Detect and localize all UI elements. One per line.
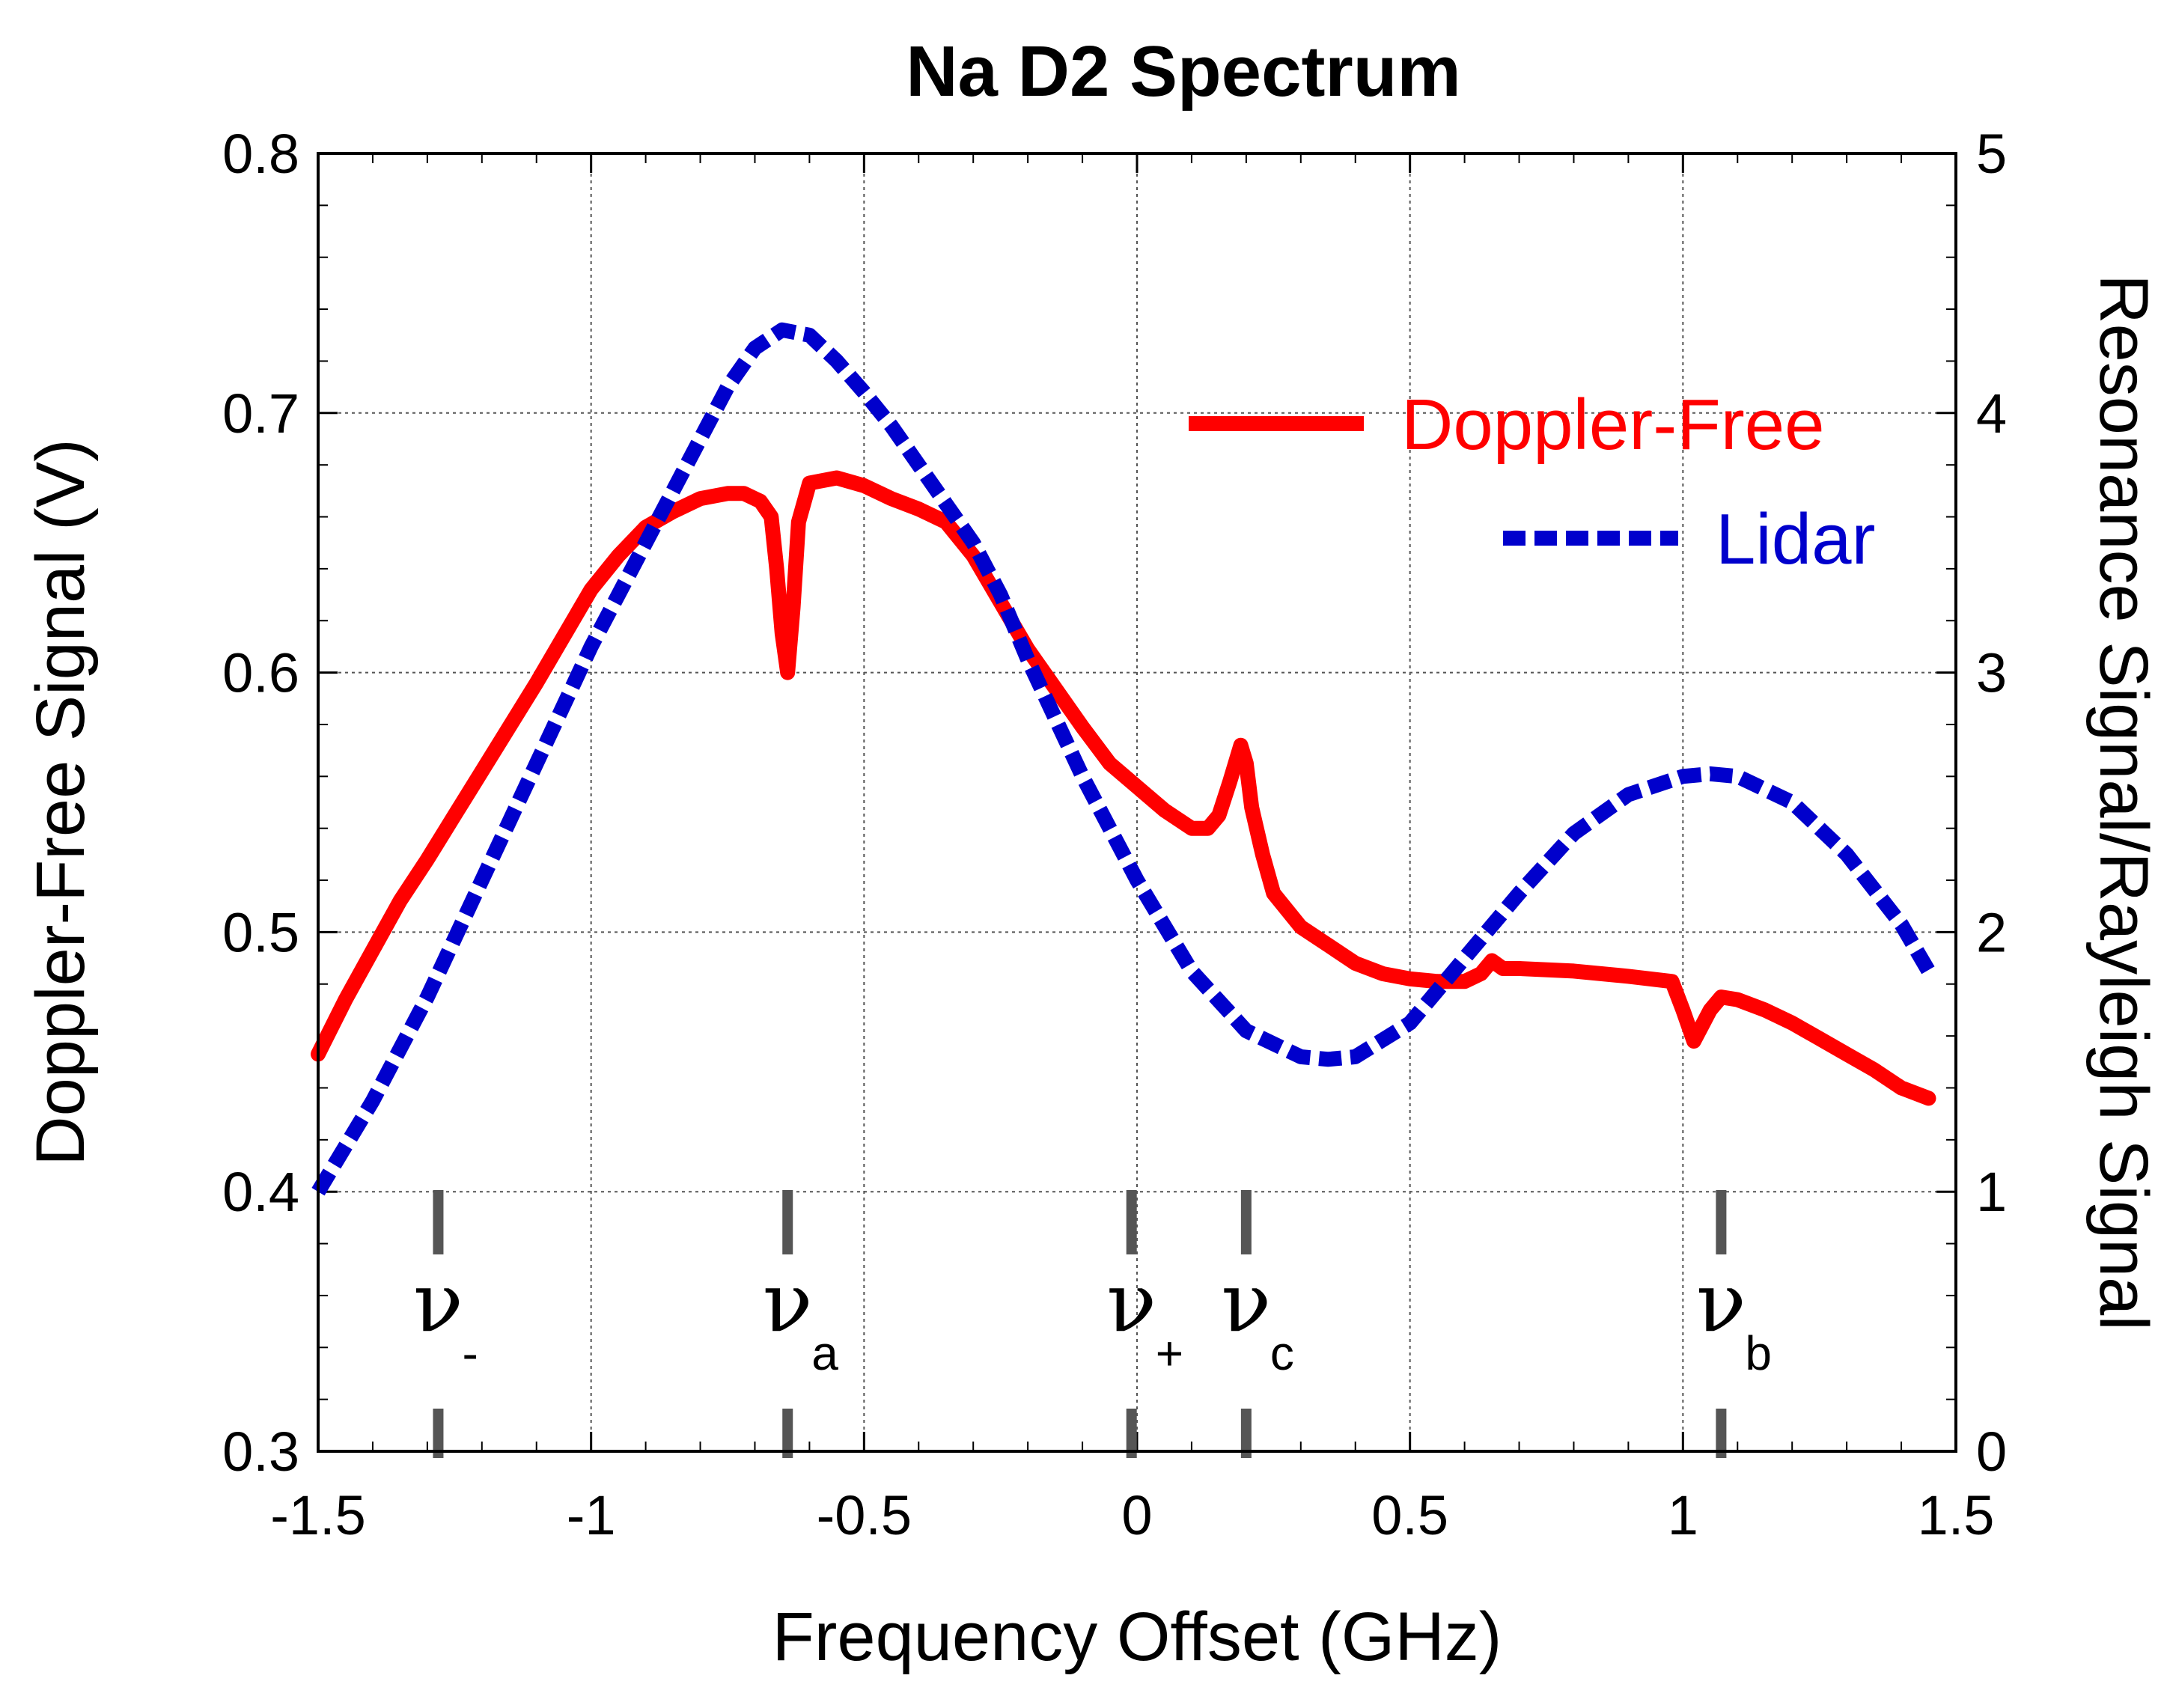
grid: [318, 153, 1956, 1451]
plot-series: [311, 322, 1936, 1196]
marker-symbol-c: ν: [1221, 1254, 1271, 1350]
x-tick-label: -0.5: [817, 1484, 912, 1546]
y2-axis-label: Resonance Signal/Rayleigh Signal: [2085, 274, 2161, 1331]
marker-symbol-b: ν: [1696, 1254, 1746, 1350]
y-tick-label: 0.4: [222, 1161, 299, 1223]
x-tick-label: 0: [1121, 1484, 1152, 1546]
y-tick-label: 0.3: [222, 1421, 299, 1483]
marker-symbol-a: ν: [763, 1254, 813, 1350]
x-tick-label: -1: [567, 1484, 616, 1546]
marker-subscript-c: c: [1270, 1326, 1294, 1380]
marker-symbol-plus: ν: [1106, 1254, 1156, 1350]
plot-frame: [317, 152, 1957, 1453]
y-tick-label: 0.7: [222, 382, 299, 445]
x-tick-label: 0.5: [1371, 1484, 1448, 1546]
marker-subscript-b: b: [1745, 1326, 1772, 1380]
x-tick-label: -1.5: [270, 1484, 366, 1546]
y2-tick-label: 0: [1976, 1421, 2007, 1483]
y-tick-label: 0.6: [222, 642, 299, 704]
series-line-doppler-free: [311, 470, 1936, 1106]
marker-subscript-minus: -: [462, 1326, 478, 1380]
y2-tick-label: 2: [1976, 901, 2007, 963]
y-axis-label: Doppler-Free Signal (V): [22, 439, 99, 1165]
x-tick-label: 1: [1668, 1484, 1698, 1546]
marker-subscript-plus: +: [1156, 1326, 1183, 1380]
y2-tick-label: 3: [1976, 642, 2007, 704]
legend-label-doppler-free: Doppler-Free: [1401, 385, 1825, 465]
x-tick-label: 1.5: [1918, 1484, 1995, 1546]
marker-symbol-minus: ν: [413, 1254, 463, 1350]
legend-label-lidar: Lidar: [1716, 499, 1875, 579]
chart-title: Na D2 Spectrum: [906, 31, 1461, 112]
y-tick-label: 0.5: [222, 901, 299, 963]
legend: Doppler-Free Lidar: [1189, 385, 1875, 579]
tick-labels: -1.5 -1 -0.5 0 0.5 1 1.5 0.3 0.4 0.5 0.6 0.7 0.8 0 1 2 3…: [222, 123, 2007, 1546]
y2-tick-label: 5: [1976, 123, 2007, 185]
y2-tick-label: 4: [1976, 382, 2007, 445]
y-tick-label: 0.8: [222, 123, 299, 185]
series-line-lidar: [311, 322, 1936, 1196]
marker-subscript-a: a: [811, 1326, 838, 1380]
y2-tick-label: 1: [1976, 1161, 2007, 1223]
x-axis-label: Frequency Offset (GHz): [772, 1599, 1502, 1675]
